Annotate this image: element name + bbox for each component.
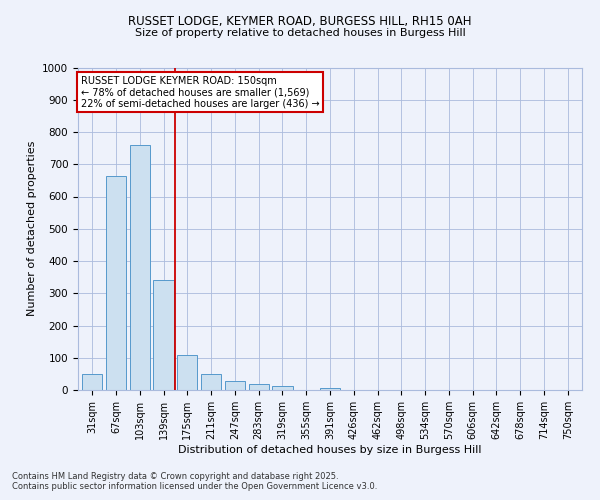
Text: Size of property relative to detached houses in Burgess Hill: Size of property relative to detached ho… [134, 28, 466, 38]
Bar [106, 176, 126, 390]
Y-axis label: Number of detached properties: Number of detached properties [26, 141, 37, 316]
Text: RUSSET LODGE, KEYMER ROAD, BURGESS HILL, RH15 0AH: RUSSET LODGE, KEYMER ROAD, BURGESS HILL,… [128, 15, 472, 28]
Text: Contains HM Land Registry data © Crown copyright and database right 2025.: Contains HM Land Registry data © Crown c… [12, 472, 338, 481]
Bar [154, 280, 173, 390]
Text: RUSSET LODGE KEYMER ROAD: 150sqm
← 78% of detached houses are smaller (1,569)
22: RUSSET LODGE KEYMER ROAD: 150sqm ← 78% o… [80, 76, 319, 109]
Text: Contains public sector information licensed under the Open Government Licence v3: Contains public sector information licen… [12, 482, 377, 491]
X-axis label: Distribution of detached houses by size in Burgess Hill: Distribution of detached houses by size … [178, 444, 482, 454]
Bar [225, 382, 245, 390]
Bar [130, 145, 150, 390]
Bar [320, 388, 340, 390]
Bar [177, 355, 197, 390]
Bar [201, 374, 221, 390]
Bar [248, 384, 269, 390]
Bar [82, 374, 103, 390]
Bar [272, 386, 293, 390]
